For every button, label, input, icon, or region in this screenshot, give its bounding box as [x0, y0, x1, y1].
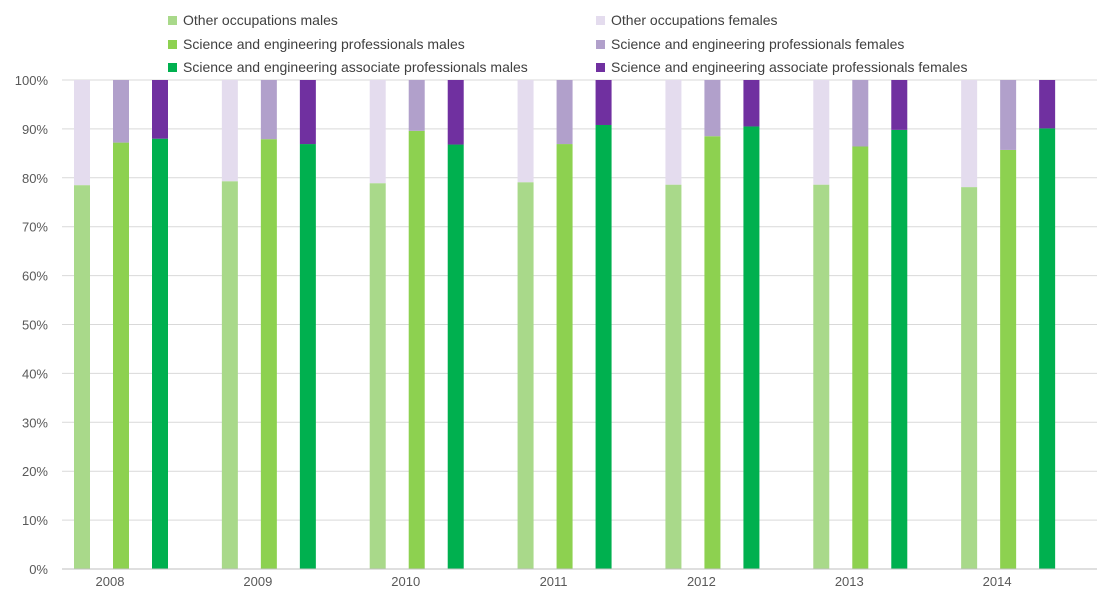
- bar-segment-male: [221, 181, 238, 569]
- y-tick-label: 10%: [22, 513, 48, 528]
- legend-item: Science and engineering professionals fe…: [596, 34, 904, 54]
- x-tick-label: 2011: [540, 574, 568, 589]
- legend-swatch: [596, 62, 605, 72]
- bar-segment-female: [152, 80, 168, 139]
- bar-segment-male: [665, 184, 682, 569]
- bar-segment-male: [1000, 149, 1017, 569]
- bar-segment-male: [743, 126, 760, 569]
- legend-label: Science and engineering professionals fe…: [611, 36, 905, 52]
- bar-segment-male: [517, 182, 534, 570]
- bar-segment-female: [74, 80, 90, 186]
- y-tick-label: 20%: [22, 464, 48, 479]
- legend-swatch: [168, 39, 177, 49]
- bar-segment-female: [299, 80, 316, 145]
- legend-item: Science and engineering professionals ma…: [168, 34, 465, 54]
- x-tick-label: 2010: [391, 574, 420, 589]
- bar-segment-female: [408, 80, 425, 131]
- y-tick-label: 100%: [15, 73, 49, 88]
- bar-segment-male: [447, 144, 464, 569]
- x-tick-label: 2014: [983, 574, 1012, 589]
- bar-segment-female: [743, 80, 760, 127]
- bar-segment-female: [852, 80, 869, 147]
- bar-segment-male: [152, 138, 168, 569]
- legend-swatch: [168, 62, 177, 72]
- legend-label: Science and engineering associate profes…: [183, 59, 528, 75]
- bar-segment-female: [221, 80, 238, 182]
- bar-segment-female: [447, 80, 464, 145]
- legend-item: Science and engineering associate profes…: [168, 57, 528, 77]
- y-tick-label: 0%: [29, 562, 48, 577]
- legend-item: Other occupations males: [168, 10, 338, 30]
- bar-segment-female: [113, 80, 129, 143]
- y-tick-label: 50%: [22, 318, 48, 333]
- legend-swatch: [168, 15, 177, 25]
- legend-item: Other occupations females: [596, 10, 778, 30]
- bar-segment-male: [595, 124, 612, 569]
- bar-segment-female: [260, 80, 277, 140]
- bar-segment-female: [1039, 80, 1056, 129]
- bar-segment-male: [961, 187, 978, 569]
- legend-label: Other occupations females: [611, 12, 778, 28]
- bar-segment-male: [113, 142, 129, 570]
- y-tick-label: 30%: [22, 415, 48, 430]
- legend-swatch: [596, 39, 605, 49]
- bar-segment-male: [704, 136, 721, 570]
- bar-segment-male: [556, 144, 573, 569]
- chart-legend: Other occupations males Science and engi…: [0, 0, 1097, 80]
- bar-segment-male: [408, 130, 425, 569]
- bar-segment-male: [74, 185, 90, 569]
- y-tick-label: 40%: [22, 366, 48, 381]
- bar-segment-male: [299, 144, 316, 569]
- y-tick-label: 60%: [22, 269, 48, 284]
- legend-swatch: [596, 15, 605, 25]
- y-tick-label: 70%: [22, 220, 48, 235]
- x-tick-label: 2009: [243, 574, 272, 589]
- bar-segment-female: [369, 80, 386, 184]
- bar-segment-female: [595, 80, 612, 125]
- x-tick-label: 2012: [687, 574, 716, 589]
- bar-segment-female: [961, 80, 978, 188]
- bar-segment-male: [260, 139, 277, 569]
- bar-segment-female: [665, 80, 682, 185]
- legend-label: Science and engineering professionals ma…: [183, 36, 465, 52]
- legend-label: Science and engineering associate profes…: [611, 59, 968, 75]
- bar-segment-female: [556, 80, 573, 145]
- x-tick-label: 2013: [835, 574, 864, 589]
- y-tick-label: 80%: [22, 171, 48, 186]
- bar-segment-female: [704, 80, 721, 137]
- bar-segment-male: [369, 183, 386, 569]
- bar-segment-male: [852, 146, 869, 569]
- x-tick-label: 2008: [96, 574, 125, 589]
- legend-label: Other occupations males: [183, 12, 338, 28]
- bar-segment-male: [891, 129, 908, 570]
- bar-segment-female: [517, 80, 534, 183]
- bar-segment-female: [891, 80, 908, 130]
- legend-item: Science and engineering associate profes…: [596, 57, 967, 77]
- bar-segment-male: [1039, 128, 1056, 569]
- bar-segment-female: [1000, 80, 1017, 150]
- y-tick-label: 90%: [22, 122, 48, 137]
- bar-segment-male: [813, 184, 830, 569]
- bar-segment-female: [813, 80, 830, 185]
